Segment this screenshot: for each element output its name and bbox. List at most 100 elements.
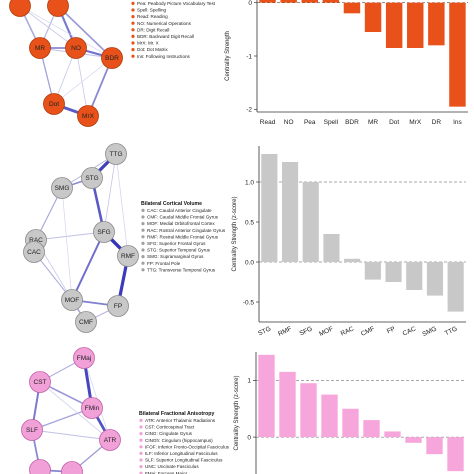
network-panel-3: FMaj CST FMin SLF ATR xyxy=(21,347,121,474)
legend-marker xyxy=(139,445,143,449)
legend-item: SFG: Superior Frontal Gyrus xyxy=(147,241,206,246)
legend-item: Spell: Spelling xyxy=(137,8,167,13)
y-tick-label: 0 xyxy=(248,0,252,7)
network-node-circle xyxy=(101,47,123,69)
network-node-circle xyxy=(21,419,43,441)
network-node: MOF xyxy=(61,289,83,311)
network-node-circle xyxy=(29,459,51,474)
legend-marker xyxy=(131,21,135,25)
x-tick-label: MR xyxy=(368,119,378,126)
legend-marker xyxy=(141,248,145,252)
x-tick-label: Ins xyxy=(453,119,462,126)
legend-item: UNC: Uncinate Fasciculus xyxy=(145,464,199,469)
network-node: RMF xyxy=(117,245,139,267)
bar-cac xyxy=(406,262,423,290)
bar-item-5 xyxy=(342,408,359,438)
network-node-circle xyxy=(81,167,103,189)
network-node-circle xyxy=(73,347,95,369)
x-tick-label: RMF xyxy=(277,325,293,337)
legend-marker xyxy=(131,54,135,58)
network-node-label: BDR xyxy=(105,55,119,62)
network-node-circle xyxy=(77,105,99,127)
legend-item: ATR: Anterior Thalamic Radiations xyxy=(145,418,216,423)
legend-marker xyxy=(141,255,145,259)
bar-item-3 xyxy=(300,383,317,438)
legend-marker xyxy=(139,458,143,462)
legend-marker xyxy=(141,241,145,245)
y-tick-label: 1 xyxy=(247,378,251,385)
network-node xyxy=(47,0,69,17)
legend-marker xyxy=(131,41,135,45)
legend-marker xyxy=(139,432,143,436)
legend-item: SMG: Supramarginal Gyrus xyxy=(147,254,204,259)
network-node-circle xyxy=(75,311,97,333)
y-tick-label: 0.5 xyxy=(245,219,254,226)
net3-edge xyxy=(39,381,111,441)
network-node-label: SFG xyxy=(97,229,110,236)
x-tick-label: CMF xyxy=(360,325,376,337)
network-node: MR xyxy=(29,37,51,59)
x-tick-label: MrX xyxy=(409,119,422,126)
network-node-circle xyxy=(9,0,31,17)
bar-mrx xyxy=(407,2,424,48)
network-node-label: FMaj xyxy=(77,355,91,362)
network-node-circle xyxy=(51,177,73,199)
network-node: SLF xyxy=(21,419,43,441)
network-node-label: CST xyxy=(34,379,47,386)
legend-item: BDR: Backward Digit Recall xyxy=(137,34,194,39)
network-node: FMin xyxy=(81,397,103,419)
x-tick-label: MOF xyxy=(318,325,334,337)
network-1-edges xyxy=(19,5,113,118)
legend-item: STG: Superior Temporal Gyrus xyxy=(147,248,211,253)
legend-item: IFOF: Inferior Fronto-Occipital Fascicul… xyxy=(145,444,230,449)
x-tick-label: CAC xyxy=(402,325,418,337)
bar-dot xyxy=(385,2,403,48)
network-panel-1: MR NO BDR Dot MrX xyxy=(9,0,123,127)
legend-marker xyxy=(141,215,145,219)
legend-marker xyxy=(139,425,143,429)
network-node-label: Dot xyxy=(49,101,59,108)
legend-item: CING: Cingulate Gyrus xyxy=(145,431,193,436)
x-tick-label: BDR xyxy=(345,119,359,126)
bar-smg xyxy=(426,262,444,296)
network-node: ATR xyxy=(99,429,121,451)
bar-ins xyxy=(449,2,466,107)
legend-marker xyxy=(131,8,135,12)
network-3-nodes: FMaj CST FMin SLF ATR xyxy=(21,347,121,474)
y-tick-label: 1.0 xyxy=(245,179,254,186)
legend-item: CAC: Caudal Anterior Cingulate xyxy=(147,208,212,213)
legend-marker xyxy=(131,15,135,19)
net2-edge xyxy=(35,231,105,241)
network-node: SFG xyxy=(93,221,115,243)
network-node-label: MR xyxy=(35,45,45,52)
network-node-label: STG xyxy=(85,175,98,182)
network-node-label: FP xyxy=(114,303,122,310)
bar-sfg xyxy=(302,182,319,262)
legend-marker xyxy=(139,418,143,422)
network-node-label: CAC xyxy=(27,249,41,256)
legend-marker xyxy=(141,268,145,272)
network-1-nodes: MR NO BDR Dot MrX xyxy=(9,0,123,127)
x-tick-label: RAC xyxy=(340,325,356,337)
legend-item: Dot: Dot Matrix xyxy=(137,47,168,52)
legend-marker xyxy=(141,208,145,212)
bar-rmf xyxy=(281,162,299,262)
y-axis-label: Centrality Strength (z-score) xyxy=(232,196,238,271)
bar-item-8 xyxy=(405,437,422,443)
bar-mr xyxy=(364,2,382,33)
legend-item: TTG: Transverse Temporal Gyrus xyxy=(147,267,216,272)
x-tick-label: Pea xyxy=(304,119,316,126)
network-node-circle xyxy=(61,461,83,474)
centrality-chart-2: 1.0 0.5 0.0 -0.5 STG RMF SFG MOF RAC CMF FP CAC SMG T… xyxy=(232,146,466,338)
x-tick-label: NO xyxy=(284,119,294,126)
network-node-label: RAC xyxy=(29,237,43,244)
legend-marker xyxy=(139,471,143,474)
legend-marker xyxy=(131,28,135,32)
net1-edge xyxy=(19,5,113,59)
centrality-chart-3: 1 0 Centrality Strength (z-score) xyxy=(234,352,466,474)
bar-item-4 xyxy=(321,394,338,438)
bar-item-1 xyxy=(258,354,275,438)
bar-dr xyxy=(428,2,445,46)
legend-marker xyxy=(131,34,135,39)
